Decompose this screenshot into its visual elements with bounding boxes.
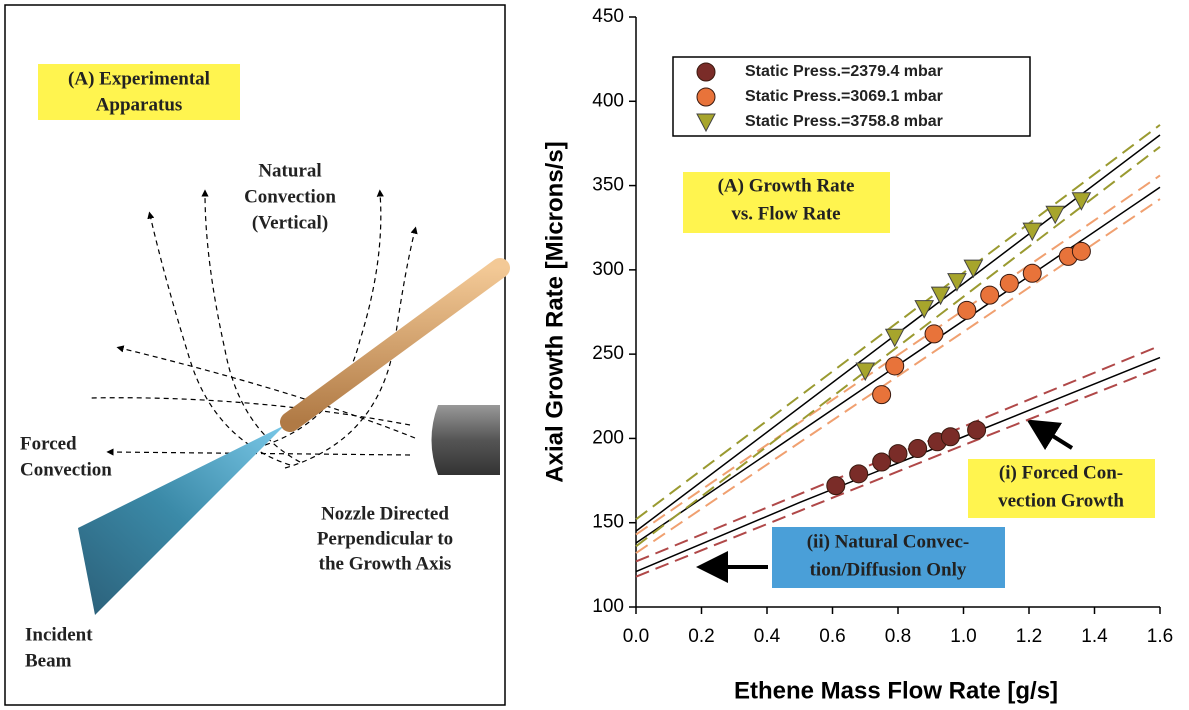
data-point	[886, 329, 904, 346]
annotation-arrow	[1040, 428, 1072, 448]
legend-marker	[697, 88, 715, 106]
y-tick-label: 450	[592, 6, 624, 27]
data-point	[1023, 223, 1041, 240]
x-tick-label: 0.2	[688, 626, 714, 647]
nozzle	[432, 405, 501, 475]
x-tick-label: 0.4	[754, 626, 781, 647]
y-axis-title: Axial Growth Rate [Microns/s]	[541, 141, 568, 482]
data-point	[968, 421, 986, 439]
diagram-label: (Vertical)	[252, 212, 328, 233]
diagram-panel	[5, 5, 505, 705]
x-tick-label: 0.0	[623, 626, 649, 647]
data-point	[1023, 264, 1041, 282]
data-point	[873, 453, 891, 471]
y-tick-label: 250	[592, 343, 624, 364]
annotation: vs. Flow Rate	[731, 203, 840, 224]
data-point	[1072, 242, 1090, 260]
data-point	[1000, 274, 1018, 292]
data-point	[958, 301, 976, 319]
y-tick-label: 100	[592, 596, 624, 617]
y-tick-label: 400	[592, 90, 624, 111]
diagram-title: (A) Experimental	[68, 68, 210, 89]
y-tick-label: 200	[592, 427, 624, 448]
data-point	[948, 274, 966, 291]
data-point	[909, 440, 927, 458]
annotation: vection Growth	[998, 490, 1124, 511]
data-point	[964, 260, 982, 277]
x-tick-label: 1.2	[1016, 626, 1042, 647]
diagram-label: Nozzle Directed	[321, 503, 449, 524]
diagram-label: Convection	[244, 186, 336, 207]
diagram-label: Perpendicular to	[317, 528, 453, 549]
data-point	[873, 386, 891, 404]
y-tick-label: 350	[592, 175, 624, 196]
data-point	[941, 428, 959, 446]
data-point	[886, 357, 904, 375]
diagram-label: Forced	[20, 433, 77, 454]
data-point	[889, 445, 907, 463]
annotation: (i) Forced Con-	[999, 462, 1123, 483]
diagram-label: Beam	[25, 650, 72, 671]
data-point	[981, 286, 999, 304]
x-tick-label: 1.0	[950, 626, 976, 647]
diagram-label: Incident	[25, 624, 93, 645]
diagram-label: Natural	[258, 160, 321, 181]
figure: (A) Experimental Apparatus Natural Convecti…	[0, 0, 1189, 710]
y-tick-label: 300	[592, 259, 624, 280]
annotation: (ii) Natural Convec-	[807, 531, 970, 552]
data-point	[827, 477, 845, 495]
legend-marker	[697, 63, 715, 81]
y-tick-label: 150	[592, 512, 624, 533]
x-tick-label: 1.6	[1147, 626, 1173, 647]
legend-label: Static Press.=2379.4 mbar	[745, 63, 943, 80]
annotation: (A) Growth Rate	[718, 175, 855, 196]
data-point	[925, 325, 943, 343]
x-tick-label: 0.6	[819, 626, 845, 647]
diagram-label: Convection	[20, 459, 112, 480]
x-axis-title: Ethene Mass Flow Rate [g/s]	[734, 677, 1058, 704]
legend-label: Static Press.=3758.8 mbar	[745, 113, 943, 130]
diagram-label: the Growth Axis	[319, 553, 452, 574]
x-tick-label: 1.4	[1081, 626, 1108, 647]
legend-label: Static Press.=3069.1 mbar	[745, 88, 943, 105]
data-point	[850, 465, 868, 483]
x-tick-label: 0.8	[885, 626, 911, 647]
annotation: tion/Diffusion Only	[810, 559, 967, 580]
diagram-title: Apparatus	[96, 94, 183, 115]
